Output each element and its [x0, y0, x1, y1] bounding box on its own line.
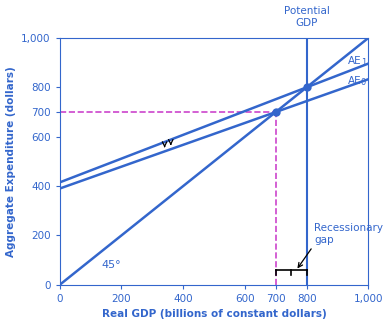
Y-axis label: Aggregate Expenditure (dollars): Aggregate Expenditure (dollars)	[5, 66, 16, 257]
Text: 1: 1	[361, 58, 366, 67]
Text: AE: AE	[348, 56, 362, 66]
Text: 45°: 45°	[101, 260, 121, 270]
Text: 0: 0	[361, 78, 366, 87]
X-axis label: Real GDP (billions of constant dollars): Real GDP (billions of constant dollars)	[102, 309, 326, 319]
Text: Recessionary
gap: Recessionary gap	[314, 223, 383, 245]
Text: Potential
GDP: Potential GDP	[284, 6, 330, 28]
Text: AE: AE	[348, 76, 362, 86]
